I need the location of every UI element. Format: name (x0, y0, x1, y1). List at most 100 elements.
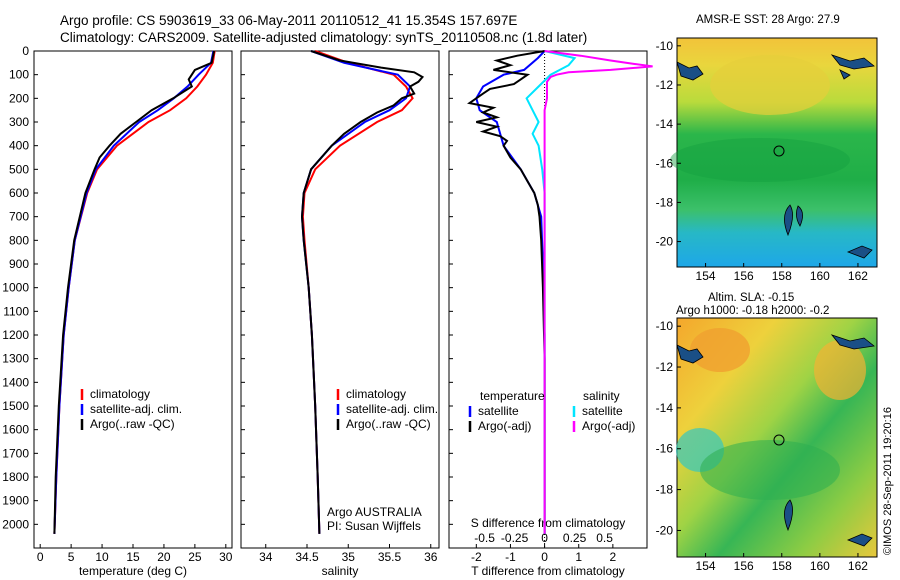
legend-entry: satellite-adj. clim. (346, 402, 438, 416)
salinity-diff-axis-label: S difference from climatology (471, 516, 626, 530)
x-tick-label: 20 (157, 550, 171, 564)
x-axis-label: temperature (deg C) (79, 564, 187, 578)
lat-tick-label: -18 (656, 195, 674, 209)
depth-tick-label: 100 (9, 68, 29, 82)
x-tick-label: 34 (259, 550, 273, 564)
x-axis-label: T difference from climatology (471, 564, 625, 578)
difference-plot-frame (448, 50, 648, 549)
legend-entry: temperature (480, 389, 545, 403)
lon-tick-label: 162 (848, 269, 868, 283)
sst-land-outline (676, 54, 875, 259)
lon-tick-label: 154 (696, 269, 716, 283)
lat-tick-label: -14 (656, 401, 674, 415)
depth-tick-label: 1100 (3, 304, 29, 318)
salinity-diff-tick-label: 0.25 (563, 531, 587, 545)
depth-tick-label: 500 (9, 162, 29, 176)
legend-entry: satellite-adj. clim. (90, 402, 182, 416)
x-tick-label: 35 (342, 550, 356, 564)
lon-tick-label: 158 (772, 559, 792, 573)
x-tick-label: 35.5 (378, 550, 402, 564)
depth-tick-label: 2000 (2, 517, 29, 531)
depth-tick-label: 1800 (2, 470, 29, 484)
sst-map (670, 37, 878, 268)
x-tick-label: 30 (219, 550, 233, 564)
x-tick-label: 2 (610, 550, 617, 564)
x-tick-label: 0 (37, 550, 44, 564)
sla-map-title: Altim. SLA: -0.15 (708, 292, 795, 304)
lat-tick-label: -20 (656, 523, 674, 537)
sst-warm-patch (710, 55, 830, 115)
x-tick-label: 36 (424, 550, 438, 564)
legend-entry: Argo(-adj) (478, 419, 531, 433)
depth-tick-label: 1600 (2, 423, 29, 437)
series-line-salinity-argo-adj- (543, 50, 653, 534)
x-tick-label: -2 (471, 550, 482, 564)
height-anomaly-title: Argo h1000: -0.18 h2000: -0.2 (676, 305, 830, 317)
sst-float-marker (773, 145, 785, 157)
lat-tick-label: -10 (656, 319, 674, 333)
legend-entry: Argo(..raw -QC) (346, 417, 431, 431)
sla-high-patch-east (814, 340, 866, 400)
legend-entry: satellite (478, 404, 519, 418)
lat-tick-label: -20 (656, 235, 674, 249)
x-tick-label: 15 (126, 550, 140, 564)
x-tick-label: 34.5 (295, 550, 319, 564)
depth-tick-label: 1400 (2, 375, 29, 389)
lon-tick-label: 154 (696, 559, 716, 573)
legend-entry: satellite (582, 404, 623, 418)
sst-cool-patch (670, 138, 850, 182)
sla-green-band (700, 440, 840, 500)
depth-tick-label: 700 (9, 210, 29, 224)
depth-tick-label: 1000 (2, 281, 29, 295)
annotation-text: PI: Susan Wijffels (327, 519, 421, 533)
lat-tick-label: -12 (656, 360, 674, 374)
annotation-text: Argo AUSTRALIA (327, 505, 422, 519)
depth-tick-label: 1300 (2, 352, 29, 366)
salinity-diff-tick-label: 0.5 (596, 531, 613, 545)
lon-tick-label: 162 (848, 559, 868, 573)
climatology-title: Climatology: CARS2009. Satellite-adjuste… (60, 30, 588, 45)
lat-tick-label: -18 (656, 483, 674, 497)
depth-tick-label: 400 (9, 139, 29, 153)
depth-tick-label: 200 (9, 91, 29, 105)
lat-tick-label: -16 (656, 442, 674, 456)
series-line-argo-raw-qc- (300, 50, 425, 534)
lat-tick-label: -10 (656, 39, 674, 53)
depth-tick-label: 0 (22, 44, 29, 58)
profile-title: Argo profile: CS 5903619_33 06-May-2011 … (60, 13, 518, 28)
depth-tick-label: 800 (9, 233, 29, 247)
x-tick-label: 1 (575, 550, 582, 564)
series-line-argo-raw-qc- (53, 50, 216, 534)
sla-high-patch-west (690, 328, 750, 372)
legend-entry: climatology (90, 387, 150, 401)
sla-float-marker (773, 434, 785, 446)
x-tick-label: 5 (68, 550, 75, 564)
depth-tick-label: 1700 (2, 446, 29, 460)
series-line-temperature-argo-adj- (467, 50, 546, 534)
credit-text: ©IMOS 28-Sep-2011 19:20:16 (882, 407, 894, 555)
lon-tick-label: 160 (810, 269, 830, 283)
depth-tick-label: 1500 (2, 399, 29, 413)
lat-tick-label: -12 (656, 78, 674, 92)
lon-tick-label: 156 (734, 559, 754, 573)
sla-map (676, 317, 878, 558)
legend-entry: salinity (583, 389, 620, 403)
depth-tick-label: 300 (9, 115, 29, 129)
legend-entry: Argo(-adj) (582, 419, 635, 433)
sla-land-outline (676, 334, 875, 547)
x-tick-label: 0 (541, 550, 548, 564)
legend-entry: climatology (346, 387, 406, 401)
lon-tick-label: 160 (810, 559, 830, 573)
salinity-plot-frame (240, 50, 440, 549)
depth-tick-label: 600 (9, 186, 29, 200)
depth-tick-label: 1200 (2, 328, 29, 342)
lon-tick-label: 156 (734, 269, 754, 283)
lon-tick-label: 158 (772, 269, 792, 283)
depth-tick-label: 1900 (2, 494, 29, 508)
lat-tick-label: -14 (656, 117, 674, 131)
salinity-diff-tick-label: 0 (541, 531, 548, 545)
depth-tick-label: 900 (9, 257, 29, 271)
lat-tick-label: -16 (656, 156, 674, 170)
salinity-diff-tick-label: -0.5 (474, 531, 495, 545)
